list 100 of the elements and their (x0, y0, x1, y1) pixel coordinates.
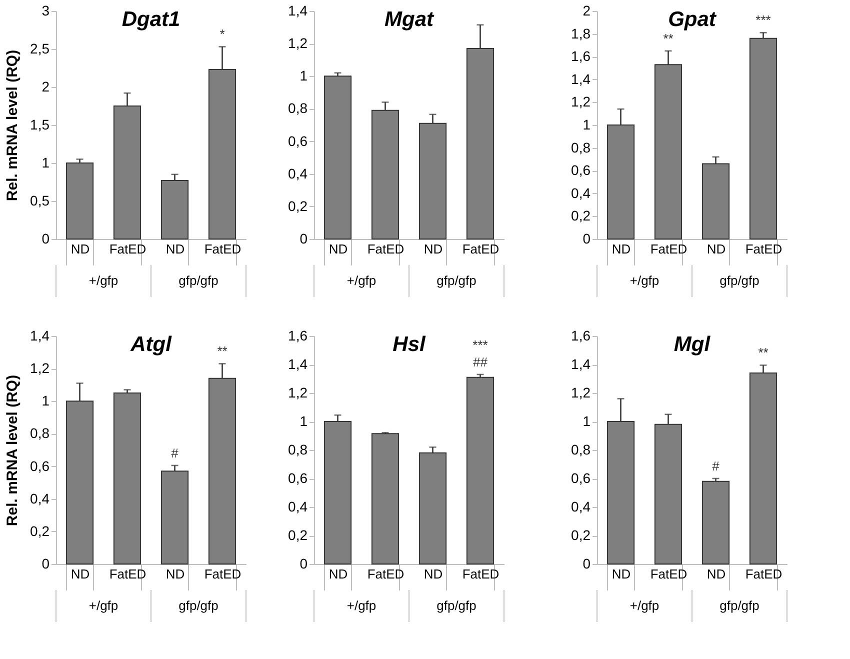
y-tick-label: 0 (582, 230, 591, 246)
x-tick-label: FatED (650, 242, 688, 256)
x-tick-label: FatED (462, 566, 500, 582)
y-tick-label: 2 (42, 78, 50, 94)
data-label: * (220, 26, 225, 42)
data-label: ** (663, 30, 674, 46)
bar (702, 480, 730, 564)
bar (324, 76, 352, 240)
x-tick-label: FatED (109, 242, 146, 256)
y-tick-label: 0,8 (571, 442, 591, 458)
y-tick-label: 1,2 (30, 360, 50, 376)
y-tick-label: 0,4 (571, 184, 591, 201)
y-tick-label: 1,2 (288, 35, 308, 52)
x-tick-label: ND (706, 566, 726, 582)
x-tick-label: FatED (204, 242, 242, 256)
text: gfp/gfp (720, 273, 760, 288)
chart-title: Atgl (130, 333, 173, 356)
bar (113, 392, 142, 564)
text: +/gfp (88, 273, 118, 288)
y-tick-label: 0,4 (30, 490, 50, 506)
x-tick-label: ND (424, 242, 443, 256)
y-tick-label: 1,4 (571, 356, 591, 372)
x-tick-label: FatED (745, 242, 782, 256)
y-tick-label: 0 (42, 230, 50, 246)
data-label: # (171, 445, 180, 460)
chart-title: Mgl (674, 333, 712, 356)
x-tick-label: ND (166, 566, 185, 582)
y-tick-label: 0,2 (288, 198, 308, 214)
chart-title: Dgat1 (122, 8, 180, 31)
y-tick-label: 0,6 (288, 470, 308, 486)
y-tick-label: 0,6 (288, 132, 308, 149)
x-tick-label: ND (166, 242, 185, 256)
bar (66, 162, 94, 240)
y-tick-label: 2 (582, 2, 591, 18)
y-tick-label: 0,2 (571, 208, 591, 224)
y-tick-label: 1,2 (571, 384, 591, 400)
y-tick-label: 1,4 (288, 2, 308, 18)
y-tick-label: 0,8 (30, 425, 50, 442)
text: gfp/gfp (436, 273, 476, 288)
data-label: *** (756, 12, 771, 28)
text: +/gfp (346, 598, 376, 613)
y-tick-label: 0 (300, 230, 308, 246)
y-tick-label: 1 (42, 392, 50, 409)
x-tick-label: ND (612, 566, 631, 582)
y-tick-label: 0,2 (288, 527, 308, 543)
y-tick-label: 0 (582, 556, 591, 572)
y-tick-label: 0,5 (30, 192, 50, 208)
y-tick-label: 0,8 (288, 442, 308, 458)
bar (749, 38, 778, 240)
text: +/gfp (630, 273, 660, 288)
x-tick-label: ND (612, 242, 631, 256)
x-tick-label: ND (70, 242, 90, 256)
x-tick-label: ND (424, 566, 443, 582)
y-axis-title: Rel. mRNA level (RQ) (4, 374, 22, 526)
y-tick-label: 1 (42, 154, 50, 170)
y-tick-label: 0,2 (30, 522, 50, 539)
bar (371, 433, 400, 564)
y-tick-label: 0,4 (571, 498, 591, 514)
y-tick-label: 1,6 (571, 48, 591, 64)
y-tick-label: 1,2 (571, 94, 591, 110)
data-label: ** (217, 344, 228, 359)
y-axis-title: Rel. mRNA level (RQ) (4, 50, 22, 202)
y-tick-label: 3 (42, 2, 50, 18)
text: gfp/gfp (436, 598, 476, 613)
x-tick-label: FatED (109, 566, 146, 582)
y-tick-label: 1 (582, 116, 591, 132)
text: +/gfp (88, 598, 118, 613)
y-tick-label: 1,6 (571, 328, 591, 344)
text: gfp/gfp (178, 273, 218, 288)
y-tick-label: 0 (300, 556, 308, 572)
y-tick-label: 0,2 (571, 527, 591, 543)
text: gfp/gfp (178, 598, 218, 613)
y-tick-label: 1,4 (571, 70, 591, 87)
y-tick-label: 1 (300, 413, 308, 429)
x-tick-label: FatED (204, 566, 242, 582)
y-tick-label: 1,4 (30, 328, 50, 344)
x-tick-label: ND (70, 566, 90, 582)
x-tick-label: FatED (650, 566, 688, 582)
y-tick-label: 0,8 (571, 139, 591, 156)
y-tick-label: 0 (42, 556, 50, 572)
y-tick-label: 0,4 (288, 165, 308, 182)
text: gfp/gfp (720, 598, 760, 613)
y-tick-label: 1 (582, 413, 591, 429)
y-tick-label: 1,4 (288, 356, 308, 372)
text: +/gfp (630, 598, 660, 613)
y-tick-label: 0,8 (288, 100, 308, 116)
y-tick-label: 1,8 (571, 25, 591, 42)
y-tick-label: 1,2 (288, 384, 308, 400)
y-tick-label: 0,6 (571, 470, 591, 486)
bar (418, 452, 447, 564)
chart-title: Mgat (384, 8, 434, 31)
y-tick-label: 1,5 (30, 116, 50, 132)
x-tick-label: FatED (367, 242, 404, 256)
y-tick-label: 0,4 (288, 498, 308, 514)
x-tick-label: ND (328, 242, 348, 256)
data-label: *** ## (472, 337, 488, 370)
text: +/gfp (346, 273, 376, 288)
y-tick-label: 1,6 (288, 328, 308, 344)
y-tick-label: 0,6 (571, 162, 591, 178)
bar (466, 376, 494, 564)
